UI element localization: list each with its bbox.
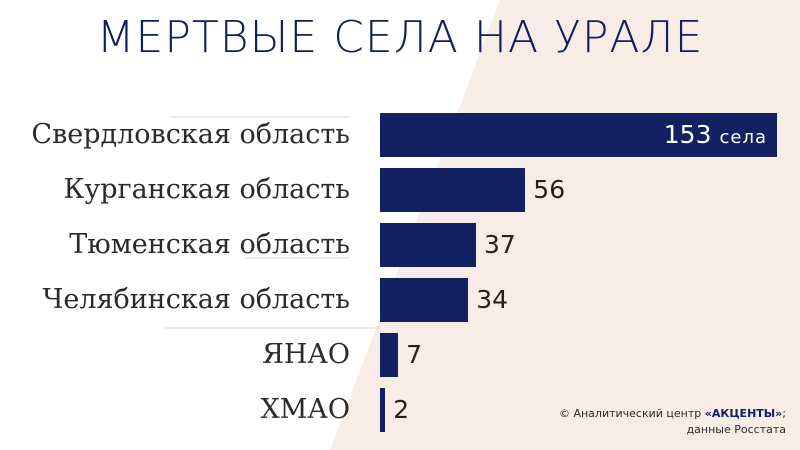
bar [380,113,777,157]
data-label: 56 [533,175,566,204]
credit-prefix: © Аналитический центр [558,407,705,420]
data-label-value: 153 [663,120,712,149]
bar [380,168,526,212]
data-label: 2 [393,395,410,424]
category-label: Тюменская область [69,229,350,260]
data-label: 34 [476,285,509,314]
source-credit: © Аналитический центр «АКЦЕНТЫ»; данные … [559,406,786,438]
data-label: 153 села [664,120,767,153]
credit-suffix: ; [782,407,786,420]
credit-brand: «АКЦЕНТЫ» [704,407,783,420]
category-label: Челябинская область [42,284,350,315]
data-label-unit: села [719,127,767,148]
credit-line-1: © Аналитический центр «АКЦЕНТЫ»; [559,406,786,422]
bar [380,333,399,377]
category-label: ЯНАО [262,339,350,370]
data-label: 7 [406,340,423,369]
bar [380,278,469,322]
category-label: Свердловская область [31,119,350,150]
bar [380,388,386,432]
credit-line-2: данные Росстата [686,423,786,436]
chart-title: МЕРТВЫЕ СЕЛА НА УРАЛЕ [96,12,704,63]
bar [380,223,476,267]
category-label: ХМАО [260,394,350,425]
category-label: Курганская область [63,174,350,205]
data-label: 37 [484,230,516,259]
